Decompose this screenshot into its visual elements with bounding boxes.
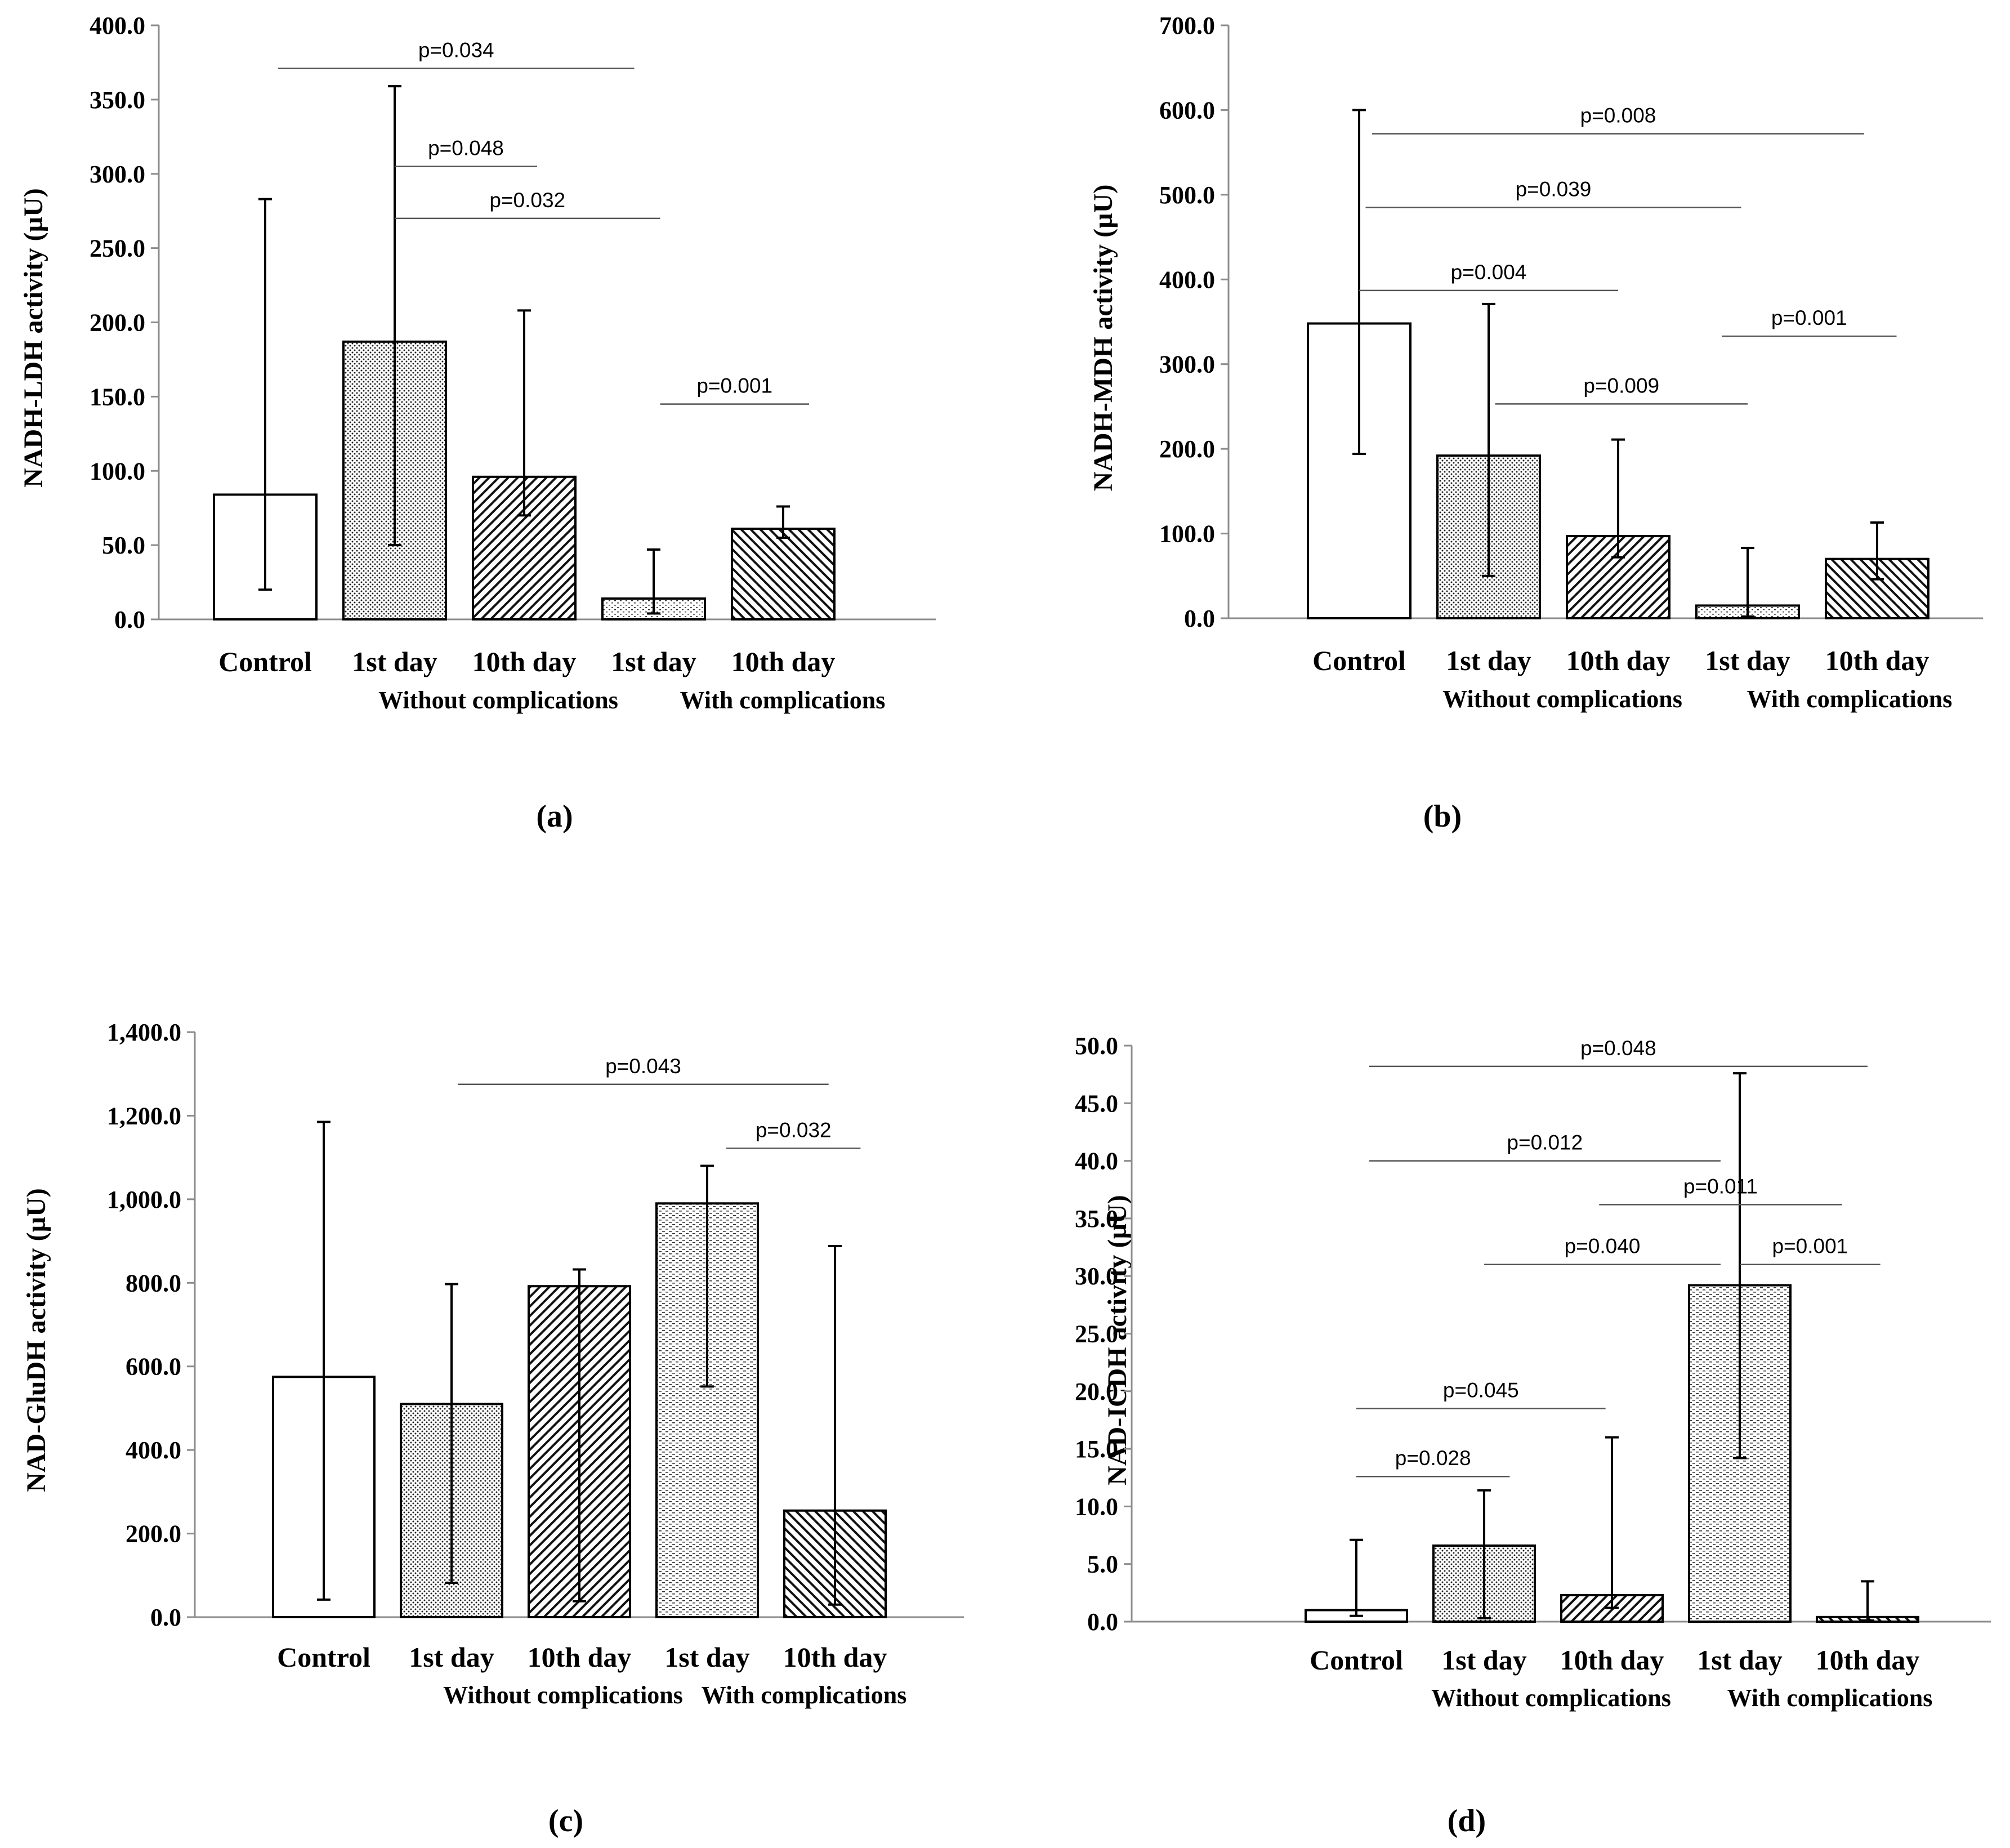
- panel-c: NAD-GluDH activity (µU) (c) 0.0 200.0 400.…: [21, 1019, 964, 1838]
- group-label: With complications: [702, 1681, 907, 1709]
- p-value-label: p=0.001: [1771, 306, 1847, 329]
- y-tick-label: 50.0: [1075, 1032, 1118, 1060]
- p-value-label: p=0.039: [1516, 177, 1592, 200]
- y-tick-label: 40.0: [1075, 1148, 1118, 1175]
- y-tick-label: 20.0: [1075, 1378, 1118, 1405]
- category-label: 1st day: [1441, 1644, 1526, 1676]
- category-label: 1st day: [1705, 645, 1790, 676]
- category-label: Control: [1310, 1644, 1403, 1676]
- category-label: 1st day: [664, 1641, 749, 1673]
- group-label: With complications: [1727, 1684, 1933, 1712]
- group-label: Without complications: [1442, 685, 1682, 713]
- panel-label: (d): [1448, 1804, 1486, 1838]
- category-label: 10th day: [472, 646, 577, 677]
- category-label: 1st day: [611, 646, 696, 677]
- y-tick-label: 400.0: [90, 12, 145, 39]
- p-value-label: p=0.008: [1580, 104, 1656, 127]
- y-tick-label: 200.0: [90, 309, 145, 337]
- y-tick-label: 100.0: [1159, 520, 1215, 548]
- y-tick-label: 1,000.0: [107, 1186, 181, 1213]
- y-tick-label: 0.0: [114, 606, 145, 633]
- y-tick-label: 0.0: [150, 1604, 181, 1631]
- y-tick-label: 400.0: [1159, 266, 1215, 293]
- group-label: With complications: [680, 686, 886, 714]
- category-label: 10th day: [528, 1641, 632, 1673]
- category-label: 1st day: [409, 1641, 494, 1673]
- p-value-label: p=0.048: [428, 137, 504, 160]
- category-label: 1st day: [352, 646, 437, 677]
- y-tick-label: 10.0: [1075, 1493, 1118, 1520]
- y-tick-label: 1,200.0: [107, 1102, 181, 1130]
- p-value-label: p=0.011: [1683, 1175, 1758, 1198]
- p-value-label: p=0.001: [696, 374, 772, 398]
- y-tick-label: 30.0: [1075, 1262, 1118, 1290]
- y-axis-title: NADH-MDH activity (µU): [1088, 185, 1118, 492]
- y-tick-label: 350.0: [90, 86, 145, 114]
- y-tick-label: 1,400.0: [107, 1019, 181, 1046]
- category-label: 10th day: [1825, 645, 1929, 676]
- y-tick-label: 100.0: [90, 457, 145, 485]
- y-tick-label: 500.0: [1159, 181, 1215, 209]
- group-label: With complications: [1747, 685, 1953, 713]
- p-value-label: p=0.048: [1580, 1037, 1656, 1060]
- category-label: 10th day: [783, 1641, 887, 1673]
- y-tick-label: 200.0: [1159, 435, 1215, 463]
- category-label: 10th day: [731, 646, 836, 677]
- y-tick-label: 50.0: [102, 532, 145, 559]
- category-label: 10th day: [1566, 645, 1670, 676]
- y-tick-label: 0.0: [1087, 1608, 1118, 1636]
- y-tick-label: 15.0: [1075, 1435, 1118, 1463]
- p-value-label: p=0.034: [418, 38, 494, 61]
- p-value-label: p=0.040: [1565, 1235, 1641, 1258]
- category-label: Control: [277, 1641, 370, 1673]
- y-axis-title: NAD-ICDH activity (µU): [1102, 1195, 1132, 1485]
- p-value-label: p=0.032: [756, 1118, 832, 1141]
- p-value-label: p=0.045: [1443, 1378, 1519, 1401]
- panel-label: (c): [548, 1804, 583, 1838]
- y-tick-label: 250.0: [90, 235, 145, 262]
- y-tick-label: 5.0: [1087, 1551, 1118, 1578]
- group-label: Without complications: [1431, 1684, 1671, 1712]
- panel-b: NADH-MDH activity (µU) (b) 0.0 100.0 200.0…: [1088, 12, 1983, 834]
- p-value-label: p=0.028: [1395, 1447, 1471, 1470]
- y-tick-label: 150.0: [90, 383, 145, 410]
- y-tick-label: 25.0: [1075, 1320, 1118, 1348]
- y-tick-label: 200.0: [126, 1520, 181, 1548]
- panel-label: (a): [536, 799, 573, 834]
- group-label: Without complications: [378, 686, 618, 714]
- category-label: 1st day: [1697, 1644, 1782, 1676]
- p-value-label: p=0.032: [489, 189, 565, 212]
- y-tick-label: 300.0: [90, 160, 145, 188]
- y-tick-label: 35.0: [1075, 1205, 1118, 1233]
- y-tick-label: 800.0: [126, 1269, 181, 1297]
- y-axis-title: NAD-GluDH activity (µU): [21, 1188, 51, 1492]
- y-tick-label: 600.0: [1159, 96, 1215, 124]
- category-label: 10th day: [1560, 1644, 1664, 1676]
- category-label: Control: [218, 646, 312, 677]
- panel-d: NAD-ICDH activity (µU) (d) 0.0 5.0 10.0 15.…: [1075, 1032, 1991, 1838]
- y-tick-label: 300.0: [1159, 351, 1215, 378]
- p-value-label: p=0.043: [605, 1055, 681, 1078]
- category-label: 10th day: [1816, 1644, 1920, 1676]
- group-label: Without complications: [443, 1681, 683, 1709]
- p-value-label: p=0.012: [1507, 1131, 1583, 1154]
- p-value-label: p=0.001: [1772, 1235, 1848, 1258]
- panel-label: (b): [1423, 799, 1462, 834]
- y-tick-label: 45.0: [1075, 1090, 1118, 1117]
- y-tick-label: 0.0: [1184, 605, 1215, 632]
- category-label: Control: [1312, 645, 1406, 676]
- y-tick-label: 700.0: [1159, 12, 1215, 39]
- y-tick-label: 400.0: [126, 1436, 181, 1464]
- panel-a: NADH-LDH activity (µU) (a) 0.0 50.0 100.0 1…: [19, 12, 936, 834]
- y-axis-title: NADH-LDH activity (µU): [19, 188, 48, 488]
- p-value-label: p=0.004: [1451, 261, 1527, 284]
- bar: [731, 528, 836, 621]
- category-label: 1st day: [1446, 645, 1531, 676]
- p-value-label: p=0.009: [1583, 374, 1659, 397]
- y-tick-label: 600.0: [126, 1353, 181, 1381]
